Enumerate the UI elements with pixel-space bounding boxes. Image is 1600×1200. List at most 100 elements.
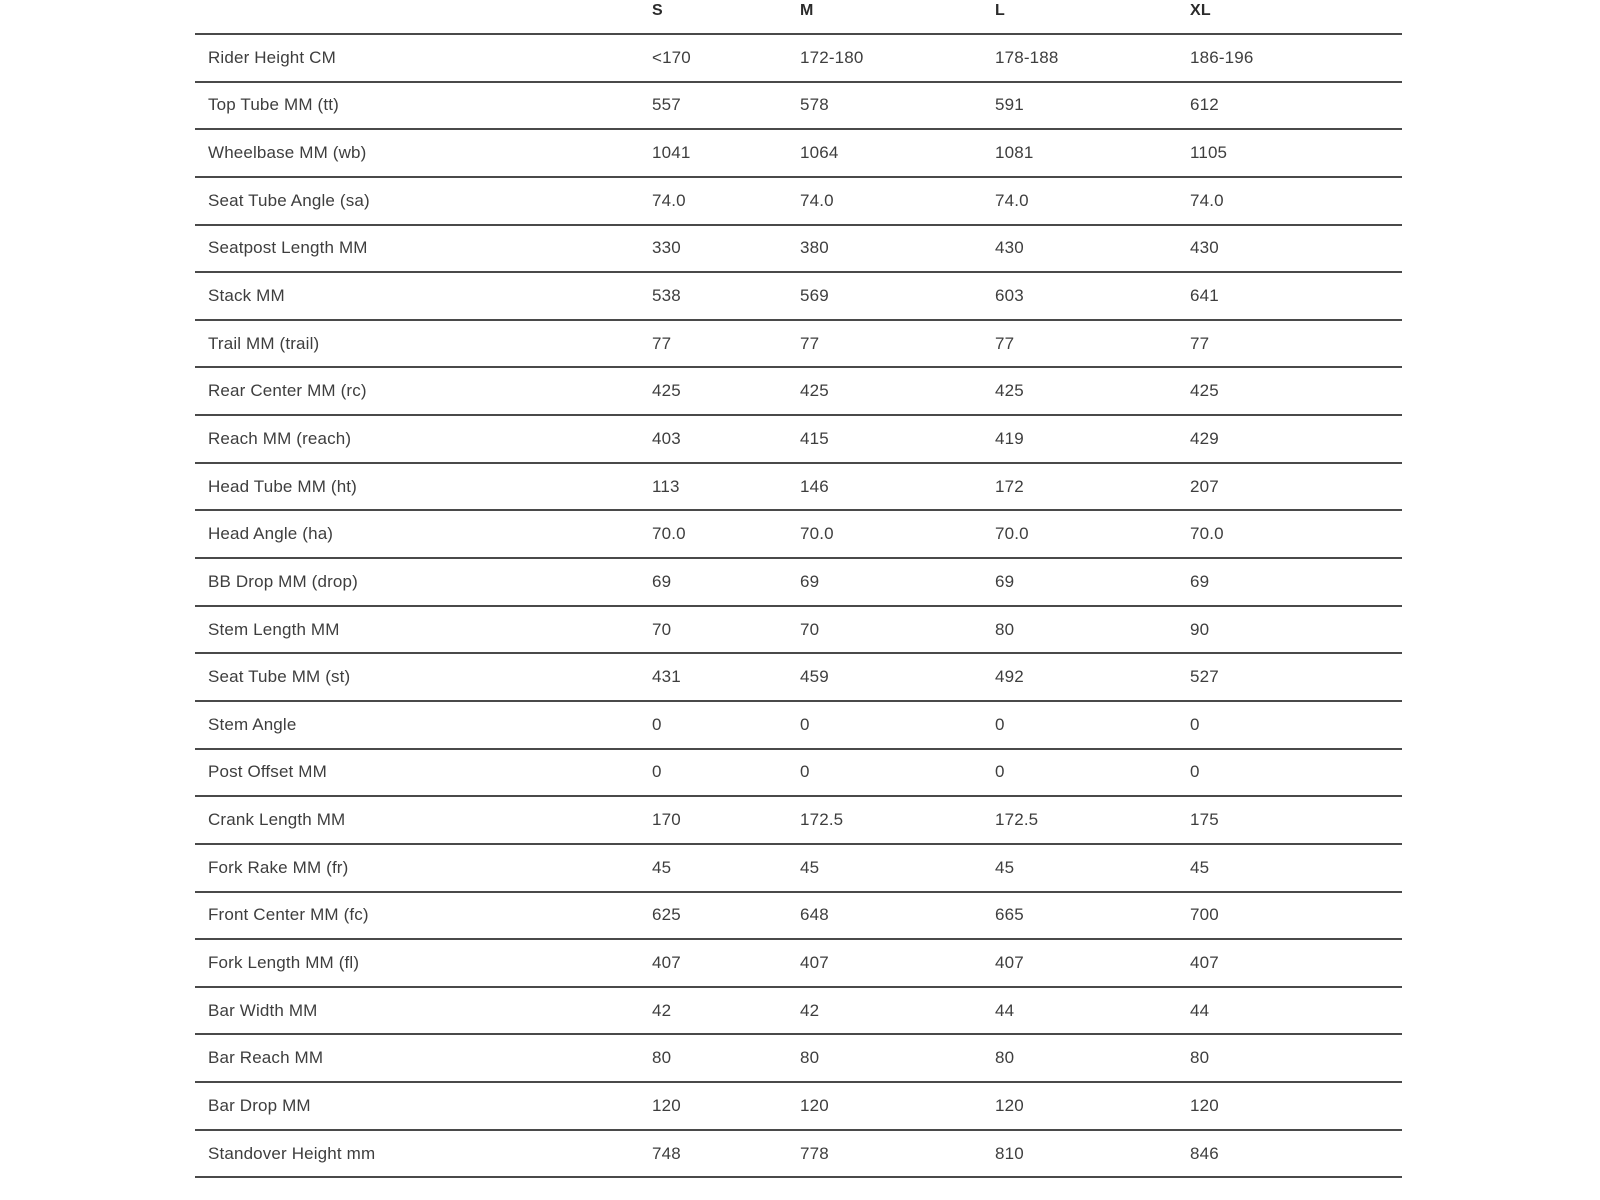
cell-value-l: 430	[995, 238, 1024, 258]
cell-value-l: 77	[995, 333, 1015, 353]
row-label: Bar Reach MM	[208, 1048, 324, 1068]
cell-value-l: 172.5	[995, 810, 1039, 830]
cell-value-xl: 90	[1190, 619, 1210, 639]
row-label: Seatpost Length MM	[208, 238, 368, 258]
cell-value-s: 748	[652, 1143, 681, 1163]
cell-value-l: 80	[995, 1048, 1015, 1068]
cell-value-xl: 44	[1190, 1000, 1210, 1020]
table-row: Top Tube MM (tt) 557 578 591 612	[195, 80, 1402, 129]
table-row: Rider Height CM <170 172-180 178-188 186…	[195, 33, 1402, 81]
header-row: S M L XL	[195, 0, 1402, 33]
row-label: Front Center MM (fc)	[208, 905, 369, 925]
cell-value-xl: 80	[1190, 1048, 1210, 1068]
cell-value-l: 419	[995, 428, 1024, 448]
table-row: Wheelbase MM (wb) 1041 1064 1081 1105	[195, 128, 1402, 176]
cell-value-m: 380	[800, 238, 829, 258]
row-label: Post Offset MM	[208, 762, 327, 782]
cell-value-l: 80	[995, 619, 1015, 639]
row-label: Seat Tube MM (st)	[208, 667, 351, 687]
cell-value-s: 407	[652, 952, 681, 972]
cell-value-xl: 0	[1190, 762, 1200, 782]
spec-table: S M L XL Rider Height CM <170 172-180 17…	[195, 0, 1402, 1179]
cell-value-m: 569	[800, 286, 829, 306]
column-header-s: S	[652, 2, 663, 19]
cell-value-l: 591	[995, 95, 1024, 115]
row-label: Bar Width MM	[208, 1000, 318, 1020]
cell-value-m: 648	[800, 905, 829, 925]
cell-value-m: 425	[800, 381, 829, 401]
cell-value-s: 70	[652, 619, 672, 639]
table-row: Seat Tube Angle (sa) 74.0 74.0 74.0 74.0	[195, 175, 1402, 224]
cell-value-s: 80	[652, 1048, 672, 1068]
table-row: BB Drop MM (drop) 69 69 69 69	[195, 557, 1402, 605]
cell-value-m: 77	[800, 333, 820, 353]
table-row: Stack MM 538 569 603 641	[195, 271, 1402, 319]
cell-value-m: 69	[800, 571, 820, 591]
table-row: Bar Drop MM 120 120 120 120	[195, 1081, 1402, 1129]
cell-value-xl: 69	[1190, 571, 1210, 591]
cell-value-l: 492	[995, 667, 1024, 687]
cell-value-m: 578	[800, 95, 829, 115]
cell-value-l: 69	[995, 571, 1015, 591]
cell-value-l: 810	[995, 1143, 1024, 1163]
cell-value-xl: 120	[1190, 1095, 1219, 1115]
cell-value-xl: 430	[1190, 238, 1219, 258]
cell-value-xl: 429	[1190, 428, 1219, 448]
row-label: Fork Rake MM (fr)	[208, 857, 349, 877]
cell-value-m: 42	[800, 1000, 820, 1020]
table-row: Stem Length MM 70 70 80 90	[195, 604, 1402, 653]
cell-value-s: 625	[652, 905, 681, 925]
cell-value-m: 172-180	[800, 47, 864, 67]
table-row: Trail MM (trail) 77 77 77 77	[195, 318, 1402, 367]
row-label: Reach MM (reach)	[208, 428, 352, 448]
cell-value-xl: 407	[1190, 952, 1219, 972]
cell-value-m: 70.0	[800, 524, 834, 544]
cell-value-s: 170	[652, 810, 681, 830]
cell-value-xl: 175	[1190, 810, 1219, 830]
table-row: Seat Tube MM (st) 431 459 492 527	[195, 652, 1402, 700]
cell-value-xl: 0	[1190, 714, 1200, 734]
cell-value-l: 178-188	[995, 47, 1059, 67]
cell-value-xl: 207	[1190, 476, 1219, 496]
cell-value-l: 1081	[995, 143, 1034, 163]
cell-value-m: 120	[800, 1095, 829, 1115]
table-row: Front Center MM (fc) 625 648 665 700	[195, 890, 1402, 939]
table-row: Seatpost Length MM 330 380 430 430	[195, 223, 1402, 272]
row-label: Seat Tube Angle (sa)	[208, 190, 370, 210]
table-row: Stem Angle 0 0 0 0	[195, 699, 1402, 748]
cell-value-s: <170	[652, 47, 691, 67]
cell-value-xl: 74.0	[1190, 190, 1224, 210]
row-label: Top Tube MM (tt)	[208, 95, 339, 115]
cell-value-l: 603	[995, 286, 1024, 306]
cell-value-s: 42	[652, 1000, 672, 1020]
cell-value-l: 172	[995, 476, 1024, 496]
row-label: Head Tube MM (ht)	[208, 476, 357, 496]
cell-value-s: 330	[652, 238, 681, 258]
row-label: Rear Center MM (rc)	[208, 381, 367, 401]
row-label: Wheelbase MM (wb)	[208, 143, 367, 163]
cell-value-s: 0	[652, 714, 662, 734]
cell-value-s: 77	[652, 333, 672, 353]
cell-value-s: 431	[652, 667, 681, 687]
cell-value-l: 74.0	[995, 190, 1029, 210]
row-label: Trail MM (trail)	[208, 333, 320, 353]
cell-value-m: 74.0	[800, 190, 834, 210]
cell-value-xl: 527	[1190, 667, 1219, 687]
cell-value-l: 425	[995, 381, 1024, 401]
cell-value-s: 557	[652, 95, 681, 115]
row-label: Crank Length MM	[208, 810, 346, 830]
row-label: Standover Height mm	[208, 1143, 376, 1163]
cell-value-xl: 70.0	[1190, 524, 1224, 544]
cell-value-xl: 612	[1190, 95, 1219, 115]
cell-value-s: 538	[652, 286, 681, 306]
table-body: Rider Height CM <170 172-180 178-188 186…	[195, 33, 1402, 1176]
cell-value-l: 407	[995, 952, 1024, 972]
cell-value-s: 113	[652, 476, 680, 496]
cell-value-s: 425	[652, 381, 681, 401]
table-row: Standover Height mm 748 778 810 846	[195, 1128, 1402, 1177]
row-label: Stack MM	[208, 286, 285, 306]
cell-value-m: 0	[800, 714, 810, 734]
cell-value-m: 146	[800, 476, 829, 496]
cell-value-m: 1064	[800, 143, 839, 163]
row-label: Stem Length MM	[208, 619, 340, 639]
